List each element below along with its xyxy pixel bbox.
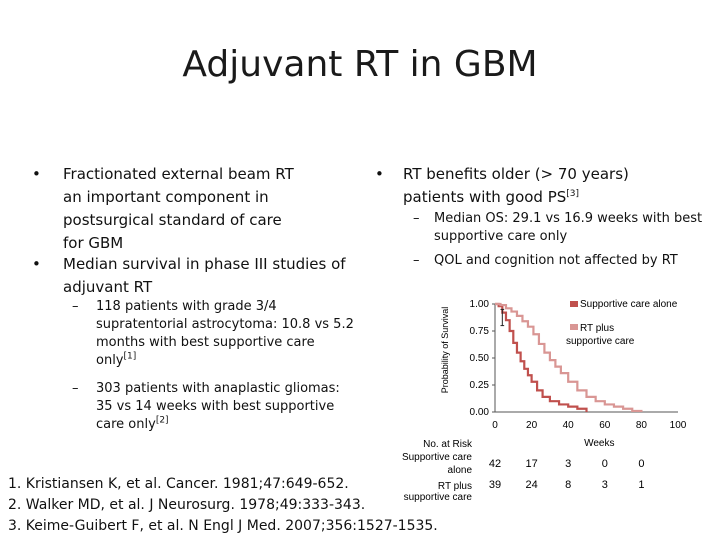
legend-supportive-care: Supportive care alone [580, 299, 678, 310]
x-tick-label: 0 [492, 420, 498, 431]
legend-swatch-2 [570, 324, 578, 330]
x-tick-label: 80 [636, 420, 648, 431]
risk-value: 1 [638, 479, 644, 491]
dash-marker: – [413, 253, 420, 268]
y-tick-label: 0.25 [470, 380, 490, 391]
right-bullet-1-line: RT benefits older (> 70 years) [403, 165, 629, 183]
legend-swatch-1 [570, 301, 578, 307]
risk-row-label: RT plus [438, 481, 472, 492]
left-bullet-2: Median survival in phase III studies of … [63, 253, 346, 299]
risk-value: 24 [525, 479, 537, 491]
bullet-marker: • [375, 165, 384, 183]
left-sub-2-line: 303 patients with anaplastic gliomas: [96, 381, 340, 396]
left-sub-1-line: 118 patients with grade 3/4 [96, 299, 277, 314]
series-line-2 [495, 302, 643, 413]
citation-3: [3] [566, 189, 580, 199]
risk-value: 0 [602, 458, 608, 470]
right-sub-1-line: Median OS: 29.1 vs 16.9 weeks with best [434, 211, 703, 226]
series-line-1 [495, 302, 588, 412]
left-sub-2: 303 patients with anaplastic gliomas: 35… [96, 380, 340, 434]
risk-row-label: supportive care [404, 492, 473, 503]
right-sub-1-line: supportive care only [434, 229, 568, 244]
dash-marker: – [72, 299, 79, 314]
left-sub-1-line: supratentorial astrocytoma: 10.8 vs 5.2 [96, 317, 354, 332]
right-sub-2-line: QOL and cognition not affected by RT [434, 253, 678, 268]
slide-title: Adjuvant RT in GBM [182, 44, 538, 85]
x-tick-label: 40 [563, 420, 575, 431]
risk-value: 17 [525, 458, 537, 470]
risk-value: 39 [489, 479, 501, 491]
y-tick-label: 1.00 [470, 299, 490, 310]
left-bullet-1: Fractionated external beam RT an importa… [63, 163, 294, 255]
x-tick-label: 100 [670, 420, 687, 431]
survival-chart: Probability of Survival 0.00 0.25 0.50 0.75… [440, 299, 687, 449]
right-bullet-1-line: patients with good PS[3] [403, 188, 580, 206]
bullet-marker: • [32, 255, 41, 273]
right-bullet-1: RT benefits older (> 70 years) patients … [403, 163, 629, 209]
risk-row-label: Supportive care [402, 452, 472, 463]
reference-3: 3. Keime-Guibert F, et al. N Engl J Med.… [8, 518, 438, 534]
left-bullet-1-line: postsurgical standard of care [63, 211, 282, 229]
risk-table: No. at Risk Supportive care alone RT plu… [402, 439, 645, 503]
citation-2: [2] [155, 415, 169, 426]
risk-header: No. at Risk [423, 439, 473, 450]
reference-2: 2. Walker MD, et al. J Neurosurg. 1978;4… [8, 497, 366, 513]
left-bullet-2-line: Median survival in phase III studies of [63, 255, 346, 273]
risk-row-label: alone [448, 465, 473, 476]
risk-value: 3 [565, 458, 571, 470]
right-sub-1: Median OS: 29.1 vs 16.9 weeks with best … [434, 210, 702, 246]
y-axis-label: Probability of Survival [440, 307, 450, 394]
risk-value: 3 [602, 479, 608, 491]
y-tick-label: 0.75 [470, 326, 490, 337]
left-bullet-1-line: for GBM [63, 234, 124, 252]
bullet-marker: • [32, 165, 41, 183]
left-bullet-1-line: Fractionated external beam RT [63, 165, 294, 183]
right-sub-2: QOL and cognition not affected by RT [434, 252, 678, 270]
left-sub-1: 118 patients with grade 3/4 supratentori… [96, 298, 354, 370]
left-sub-1-line: only[1] [96, 351, 137, 368]
risk-value: 8 [565, 479, 571, 491]
legend-rt-plus-line2: supportive care [566, 336, 635, 347]
left-sub-2-line: care only[2] [96, 415, 169, 432]
legend-rt-plus: RT plus [580, 323, 614, 334]
dash-marker: – [72, 381, 79, 396]
left-bullet-2-line: adjuvant RT [63, 278, 153, 296]
risk-value: 42 [489, 458, 501, 470]
reference-1: 1. Kristiansen K, et al. Cancer. 1981;47… [8, 476, 349, 492]
references: 1. Kristiansen K, et al. Cancer. 1981;47… [8, 474, 438, 537]
x-tick-label: 60 [599, 420, 611, 431]
risk-value: 0 [638, 458, 644, 470]
x-tick-label: 20 [526, 420, 538, 431]
dash-marker: – [413, 211, 420, 226]
x-axis-label: Weeks [584, 438, 614, 449]
y-tick-label: 0.00 [470, 407, 490, 418]
citation-1: [1] [123, 351, 137, 362]
y-tick-label: 0.50 [470, 353, 490, 364]
left-sub-1-line: months with best supportive care [96, 335, 315, 350]
left-bullet-1-line: an important component in [63, 188, 269, 206]
left-sub-2-line: 35 vs 14 weeks with best supportive [96, 399, 335, 414]
